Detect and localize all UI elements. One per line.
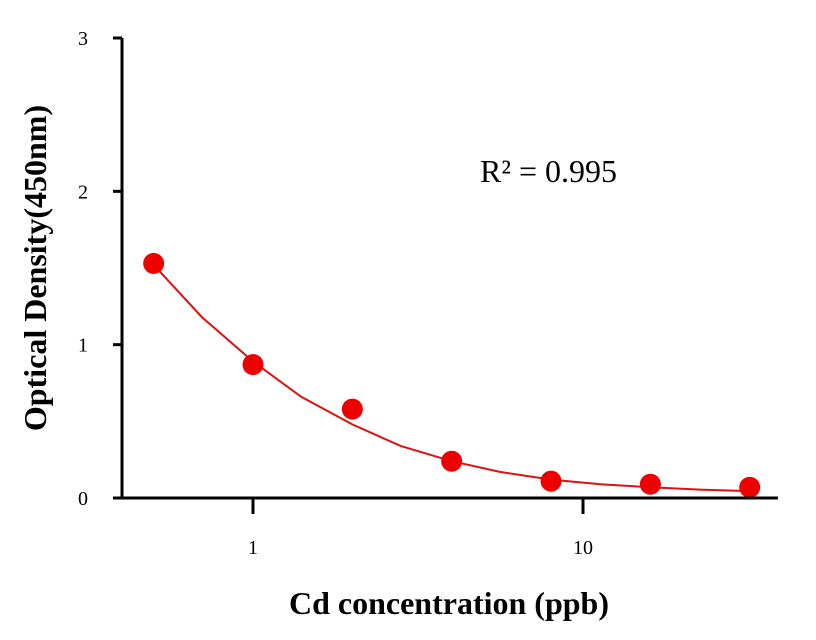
x-tick-label: 10 [573,537,593,559]
data-point [540,470,562,492]
data-point [441,450,463,472]
y-axis-title: Optical Density(450nm) [17,105,53,431]
annotation-r-squared: R² = 0.995 [480,153,617,189]
ticks: 0 1 2 3 1 10 [78,28,593,559]
data-points-layer [143,252,761,498]
data-point [242,354,264,376]
data-point [739,476,761,498]
x-axis-title: Cd concentration (ppb) [289,585,609,621]
data-point [143,252,165,274]
y-tick-label: 0 [78,488,88,510]
y-tick-label: 2 [78,181,88,203]
data-point [341,398,363,420]
y-tick-label: 3 [78,28,88,50]
y-tick-label: 1 [78,335,88,357]
data-point [639,473,661,495]
x-tick-label: 1 [248,537,258,559]
axes [120,38,778,500]
